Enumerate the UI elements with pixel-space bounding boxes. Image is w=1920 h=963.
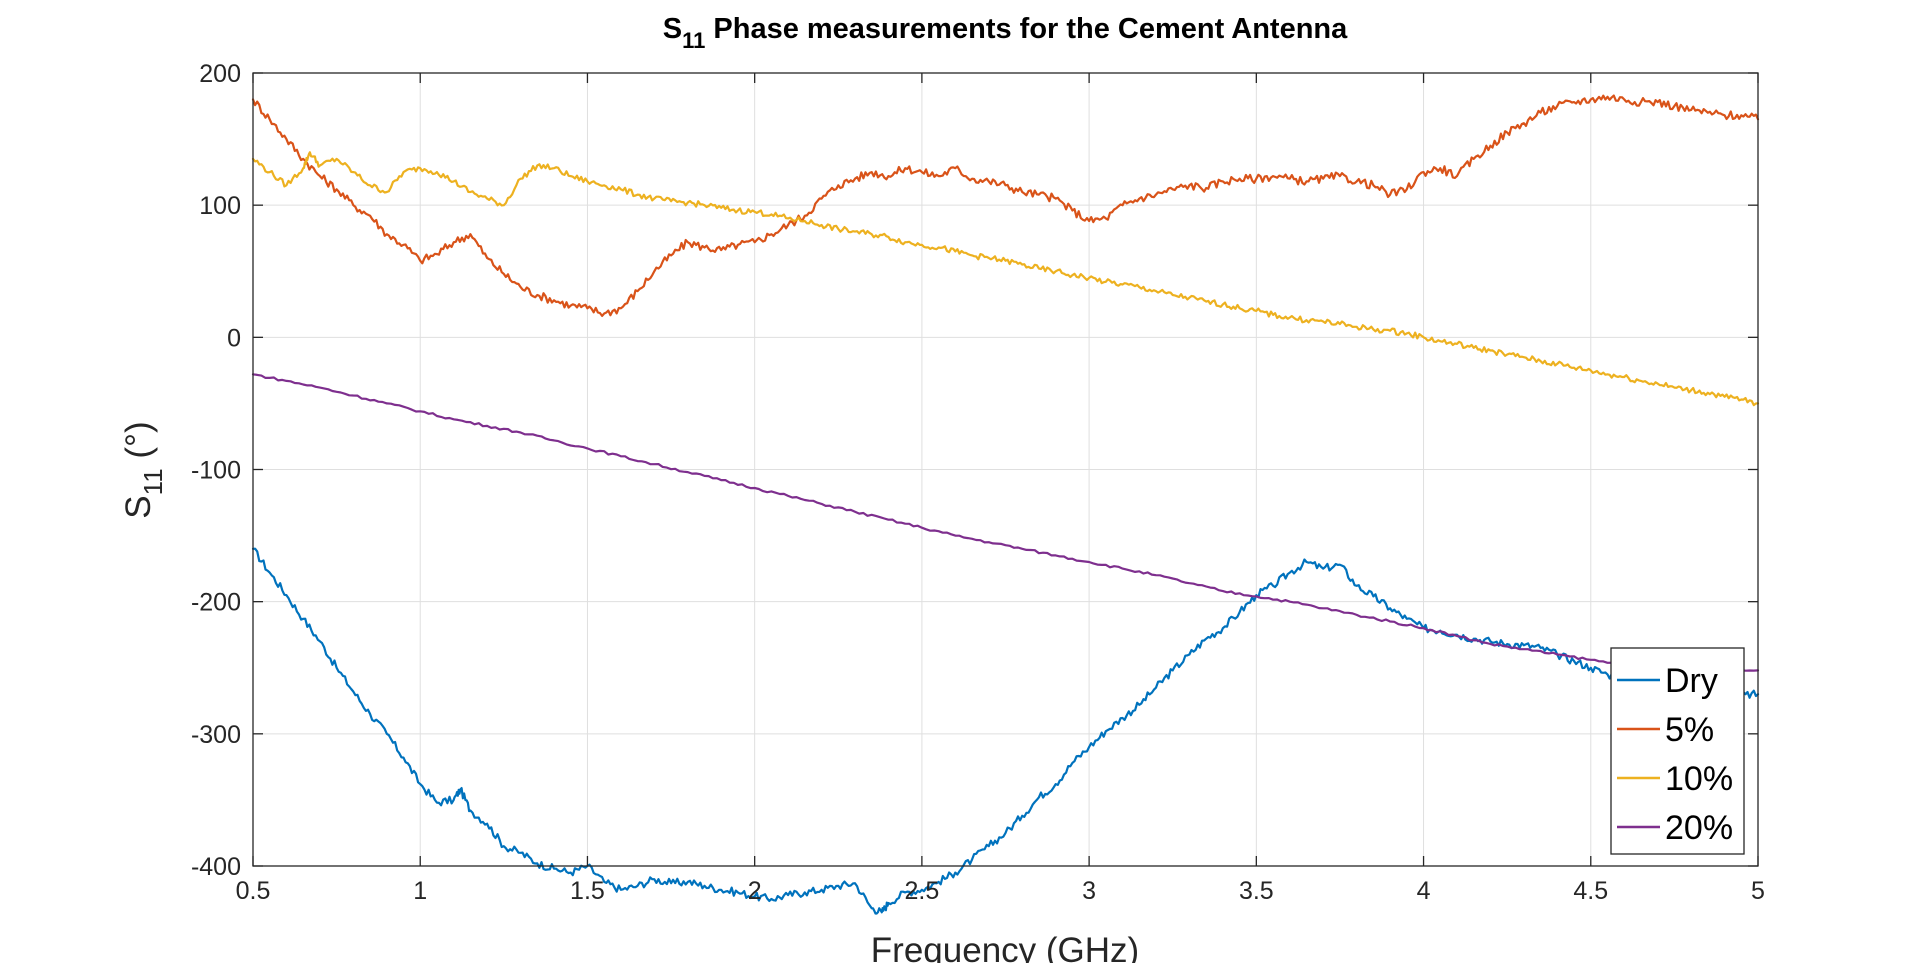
x-tick-label: 1.5 [570,877,605,905]
x-tick-labels: 0.5 1 1.5 2 2.5 3 3.5 4 4.5 5 [236,877,1765,905]
legend-label: 20% [1665,809,1733,847]
legend-box [1610,647,1745,855]
title-main: S [663,13,682,45]
x-tick-label: 0.5 [236,877,271,905]
x-tick-label: 4.5 [1573,877,1608,905]
x-tick-label: 4 [1417,877,1431,905]
y-tick-label: 0 [227,324,241,352]
chart-title: S11 Phase measurements for the Cement An… [663,13,1348,53]
y-tick-label: -200 [191,589,241,617]
y-tick-label: -300 [191,721,241,749]
series-line-dry [251,547,1760,915]
x-tick-label: 5 [1751,877,1765,905]
ticks [252,72,1759,867]
series-line-10pct [251,151,1760,407]
series-line-20pct [251,373,1760,673]
ylabel-main: S [119,495,158,518]
y-tick-label: -400 [191,853,241,881]
ylabel-subscript: 11 [138,468,168,495]
x-tick-label: 3 [1082,877,1096,905]
y-tick-label: 100 [199,192,241,220]
x-axis-label: Frequency (GHz) [871,931,1139,963]
x-tick-label: 2.5 [905,877,940,905]
x-tick-label: 1 [413,877,427,905]
y-tick-labels: 200 100 0 -100 -200 -300 -400 [191,60,241,881]
legend-label: Dry [1665,662,1718,700]
legend-label: 10% [1665,760,1733,798]
series-line-5pct [251,94,1760,317]
x-tick-label: 2 [748,877,762,905]
legend: Dry 5% 10% 20% [1610,647,1745,855]
x-tick-label: 3.5 [1239,877,1274,905]
y-tick-label: -100 [191,457,241,485]
y-tick-label: 200 [199,60,241,88]
title-rest: Phase measurements for the Cement Antenn… [705,13,1348,45]
ylabel-rest: (°) [119,421,158,468]
legend-label: 5% [1665,711,1714,749]
title-subscript: 11 [682,28,705,53]
series-group [251,94,1760,915]
y-axis-label: S11 (°) [119,421,168,518]
